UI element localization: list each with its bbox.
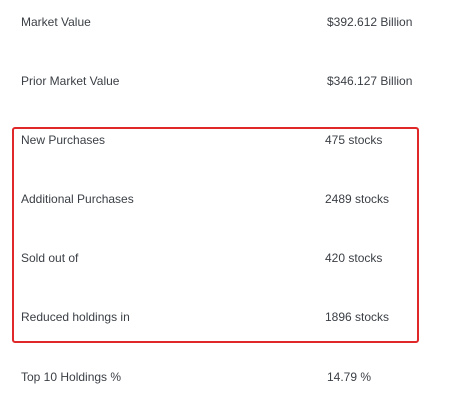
stat-value: 1896 stocks [325,310,390,324]
stat-row-prior-market-value: Prior Market Value $346.127 Billion [0,71,473,91]
stat-value: $392.612 Billion [327,15,413,29]
stat-value: 475 stocks [325,133,383,147]
stat-label: Additional Purchases [21,192,134,206]
stat-label: Sold out of [21,251,79,265]
stat-label: Reduced holdings in [21,310,130,324]
stat-value: 420 stocks [325,251,383,265]
stat-value: 14.79 % [327,370,372,384]
stat-row-additional-purchases: Additional Purchases 2489 stocks [0,189,473,209]
stat-label: Prior Market Value [21,74,120,88]
stat-value: 2489 stocks [325,192,390,206]
stat-row-top10-holdings: Top 10 Holdings % 14.79 % [0,367,473,387]
stat-row-new-purchases: New Purchases 475 stocks [0,130,473,150]
stat-row-market-value: Market Value $392.612 Billion [0,12,473,32]
stat-row-reduced-holdings: Reduced holdings in 1896 stocks [0,307,473,327]
stat-label: Top 10 Holdings % [21,370,122,384]
stat-label: New Purchases [21,133,106,147]
stat-value: $346.127 Billion [327,74,413,88]
stat-label: Market Value [21,15,91,29]
stat-row-sold-out-of: Sold out of 420 stocks [0,248,473,268]
